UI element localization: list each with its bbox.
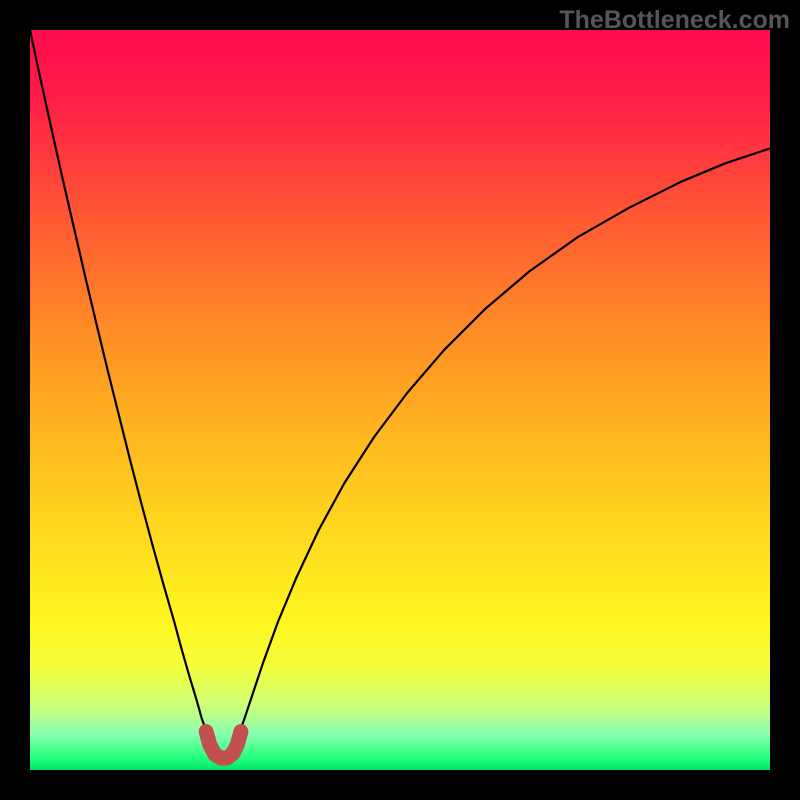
chart-svg [0,0,800,800]
watermark-label: TheBottleneck.com [559,6,790,35]
chart-frame: TheBottleneck.com [0,0,800,800]
plot-background [30,30,770,770]
